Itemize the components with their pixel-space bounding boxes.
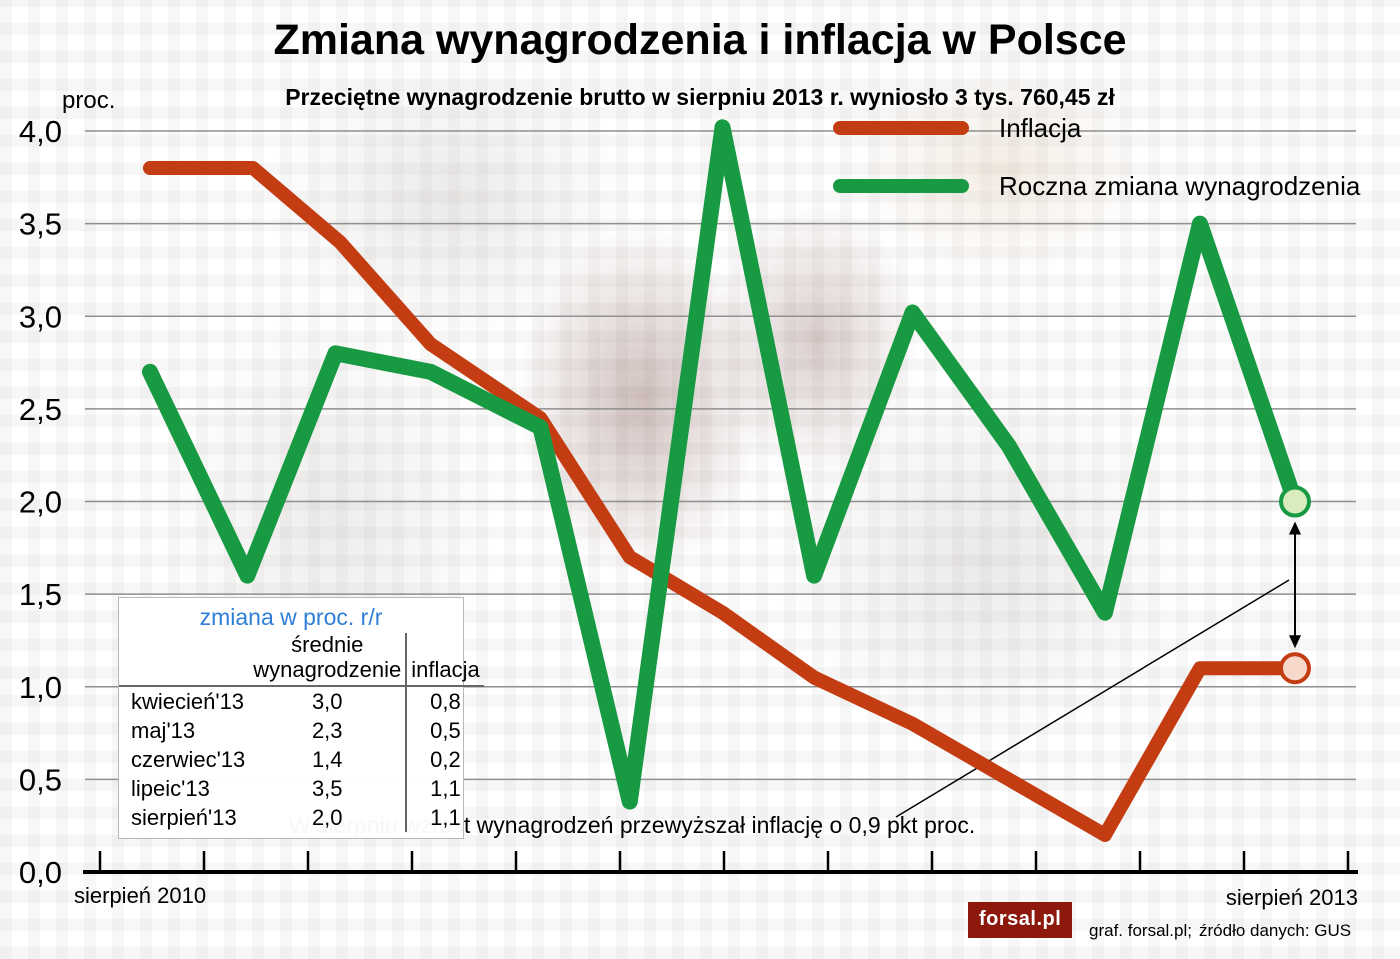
wage-col-header: średnie wynagrodzenie [249,632,408,688]
y-tick-label: 0,0 [19,855,62,890]
annotation-pointer-line [895,579,1290,818]
legend: Inflacja Roczna zmiana wynagrodzenia [833,112,1360,202]
inflation-cell: 0,2 [430,747,461,773]
wage-cell: 2,0 [249,803,408,833]
table-title: zmiana w proc. r/r [199,604,383,630]
table-row: czerwiec'13 1,4 0,2 [119,745,484,775]
month-cell: lipeic'13 [131,776,210,802]
table-row: sierpień'13 2,0 1,1 [119,803,484,833]
month-cell: czerwiec'13 [131,747,246,773]
y-tick-label: 1,5 [19,577,62,612]
wage-cell: 1,4 [249,745,408,775]
y-tick-label: 0,5 [19,762,62,797]
table-row: lipeic'13 3,5 1,1 [119,774,484,804]
chart-subtitle: Przeciętne wynagrodzenie brutto w sierpn… [285,84,1115,110]
roczna-zmiana-wynagrodzenia-line [142,119,1303,810]
wynagrodzenia-line-swatch [833,179,969,193]
roczna-zmiana-wynagrodzenia-endpoint-marker [1279,485,1311,518]
y-tick-label: 3,5 [19,207,62,242]
month-cell: kwiecień'13 [131,689,245,715]
data-table-inset: zmiana w proc. r/r średnie wynagrodzenie… [118,597,484,840]
x-axis-start-label: sierpień 2010 [74,883,207,908]
y-tick-label: 3,0 [19,299,62,334]
forsal-logo: forsal.pl [968,902,1073,938]
legend-item-inflacja: Inflacja [833,112,1360,144]
y-tick-label: 2,0 [19,485,62,520]
gap-arrow-head-up [1289,521,1301,535]
data-source: źródło danych: GUS [1199,921,1352,940]
y-tick-label: 4,0 [19,114,62,149]
wage-cell: 2,3 [249,716,408,746]
legend-label-wynagrodzenia: Roczna zmiana wynagrodzenia [999,170,1361,201]
inflation-col-header: inflacja [406,633,484,688]
legend-label-inflacja: Inflacja [999,112,1082,143]
y-tick-label: 1,0 [19,670,62,705]
x-axis-end-label: sierpień 2013 [1225,885,1358,910]
y-tick-label: 2,5 [19,392,62,427]
wage-cell: 3,5 [249,774,408,804]
inset-table: średnie wynagrodzenie inflacja kwiecień'… [119,632,484,833]
table-row: kwiecień'13 3,0 0,8 [119,686,484,717]
table-header-row: średnie wynagrodzenie inflacja [119,632,484,688]
wage-cell: 3,0 [249,686,408,717]
graphic-credit: graf. forsal.pl; [1089,921,1192,940]
legend-item-wynagrodzenia: Roczna zmiana wynagrodzenia [833,170,1360,202]
page-title: Zmiana wynagrodzenia i inflacja w Polsce [273,16,1127,64]
month-col-header [119,633,250,688]
gap-arrow-head-down [1289,635,1301,649]
table-row: maj'13 2,3 0,5 [119,716,484,746]
inflation-cell: 1,1 [430,805,461,831]
y-axis-unit-label: proc. [62,87,116,114]
inflation-cell: 0,8 [430,689,461,715]
inflacja-line-swatch [833,121,969,135]
month-cell: sierpień'13 [131,805,237,831]
inflation-cell: 1,1 [430,776,461,802]
table-body: kwiecień'13 3,0 0,8 maj'13 2,3 0,5 czerwiec'13… [119,686,484,833]
inflacja-endpoint-marker [1279,652,1311,685]
inflation-cell: 0,5 [430,718,461,744]
inflacja-line [143,161,1302,842]
month-cell: maj'13 [131,718,196,744]
